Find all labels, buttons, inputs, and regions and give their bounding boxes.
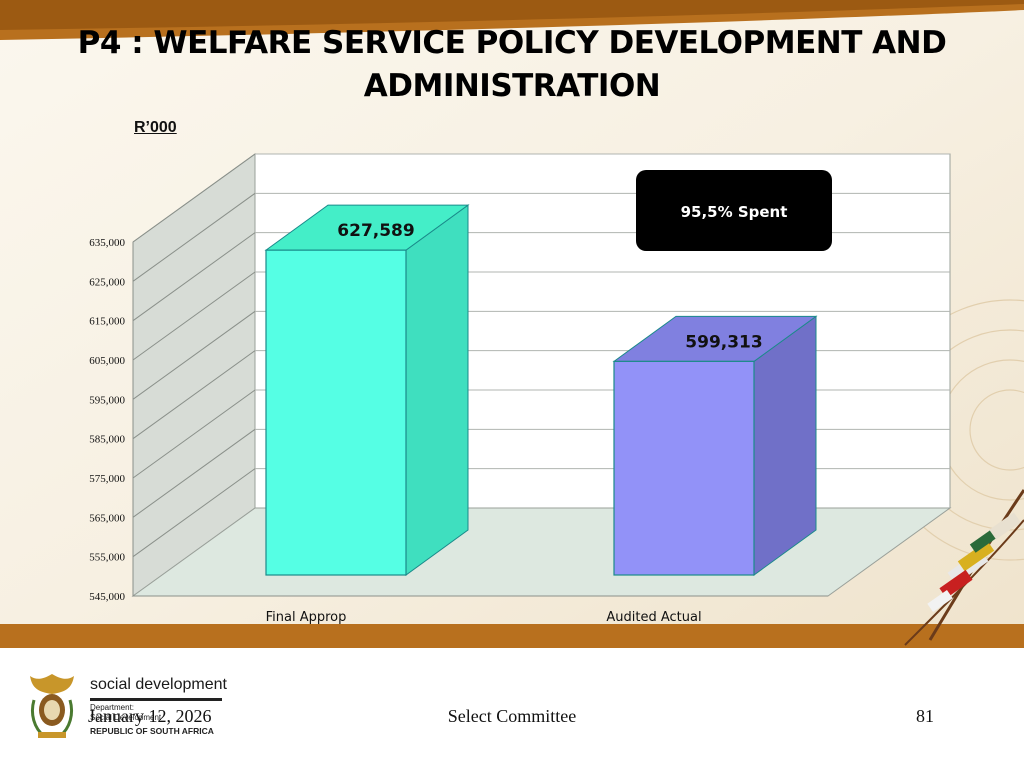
gridline-side xyxy=(132,192,256,282)
chart-floor xyxy=(131,507,952,597)
gridline-side xyxy=(132,310,256,400)
coat-of-arms-icon xyxy=(30,674,74,738)
unit-label: R’000 xyxy=(134,119,177,136)
bar xyxy=(265,249,407,576)
y-tick-label: 635,000 xyxy=(89,237,125,249)
logo-brand: social development xyxy=(90,676,227,693)
logo-divider xyxy=(90,698,222,701)
y-tick-label: 585,000 xyxy=(89,434,125,446)
category-label: Audited Actual xyxy=(606,610,701,625)
logo-dept-line-2: Social Development xyxy=(90,713,162,722)
gridline-side xyxy=(132,350,256,440)
bar-side xyxy=(405,204,469,576)
y-tick-label: 575,000 xyxy=(89,473,125,485)
spent-callout: 95,5% Spent xyxy=(636,170,832,251)
y-tick-label: 625,000 xyxy=(89,276,125,288)
footer-date: January 12, 2026 xyxy=(88,706,212,726)
logo-department: Department: Social Development xyxy=(90,703,161,723)
logo-country: REPUBLIC OF SOUTH AFRICA xyxy=(90,726,214,736)
bar-chart: 545,000 555,000 565,000 575,000 585,000 595,0… xyxy=(89,153,952,625)
bar xyxy=(613,360,755,576)
title-line-1: P4 : WELFARE SERVICE POLICY DEVELOPMENT … xyxy=(77,25,947,61)
footer-center: Select Committee xyxy=(447,706,577,726)
y-tick-label: 565,000 xyxy=(89,512,125,524)
logo-dept-line-1: Department: xyxy=(90,703,135,712)
gridline-side xyxy=(132,232,256,322)
category-label: Final Approp xyxy=(266,610,347,625)
gridline-side xyxy=(132,468,256,558)
data-label: 627,589 xyxy=(337,221,414,241)
y-tick-label: 545,000 xyxy=(89,591,125,603)
footer-band xyxy=(0,648,1024,768)
department-logo: social development Department: Social De… xyxy=(24,670,234,744)
gridline-side xyxy=(132,153,256,243)
footer-page-number: 81 xyxy=(916,706,934,726)
gridline-side xyxy=(132,428,256,518)
beadwork-decoration xyxy=(904,489,1024,646)
y-tick-label: 615,000 xyxy=(89,316,125,328)
title-line-2: ADMINISTRATION xyxy=(363,68,661,105)
y-tick-label: 555,000 xyxy=(89,552,125,564)
y-tick-label: 605,000 xyxy=(89,355,125,367)
y-tick-label: 595,000 xyxy=(89,394,125,406)
gridline-side xyxy=(132,271,256,361)
gridline-side xyxy=(132,389,256,479)
slide-title: P4 : WELFARE SERVICE POLICY DEVELOPMENT … xyxy=(40,22,984,109)
data-label: 599,313 xyxy=(685,332,762,352)
